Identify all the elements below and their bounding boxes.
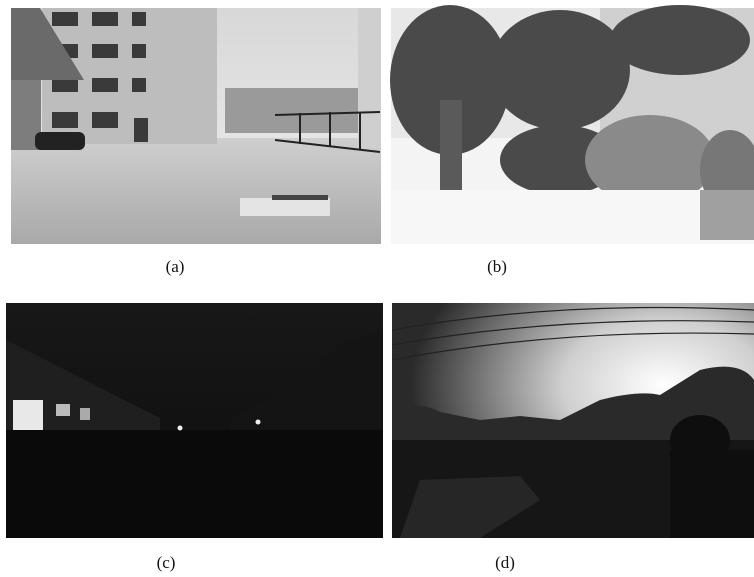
- photo-c: [6, 303, 383, 538]
- photo-b: [390, 5, 754, 244]
- photo-a: [11, 8, 381, 244]
- photo-d: [392, 303, 754, 538]
- caption: (a): [166, 257, 185, 276]
- caption: (d): [495, 553, 515, 572]
- figure: (a) (b) (c): [0, 0, 754, 577]
- caption: (c): [157, 553, 176, 572]
- caption: (b): [487, 257, 507, 276]
